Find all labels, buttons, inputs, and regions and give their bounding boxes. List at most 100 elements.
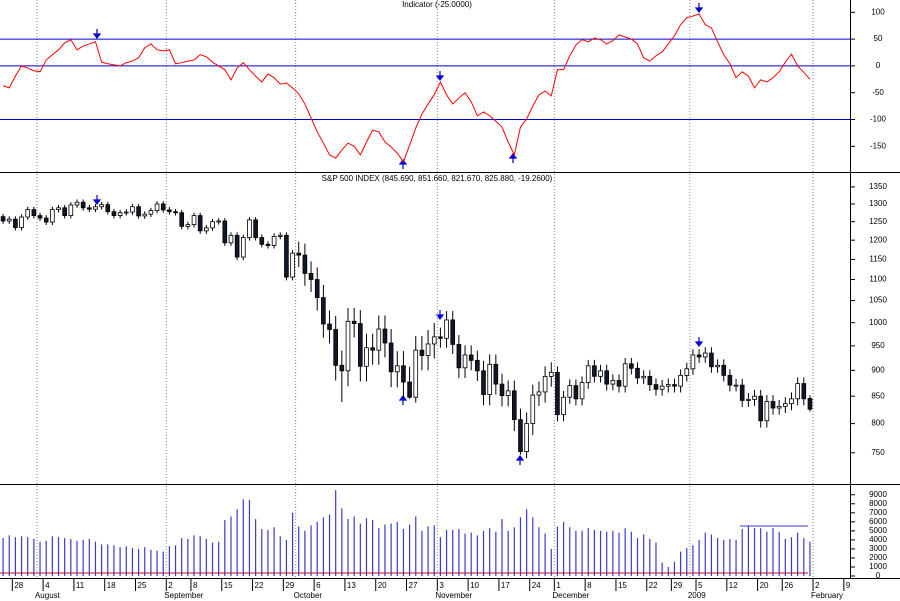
candle-body xyxy=(555,371,560,416)
candle-body xyxy=(493,363,499,385)
candle-body xyxy=(462,354,468,369)
candle-body xyxy=(167,209,172,213)
signal-arrows xyxy=(92,3,704,465)
candle-body xyxy=(690,354,696,370)
candle-body xyxy=(370,347,375,351)
candle-body xyxy=(696,354,702,358)
candle-body xyxy=(647,375,653,386)
y-tick-label: 0 xyxy=(876,61,881,70)
candle-body xyxy=(419,349,425,356)
candle-body xyxy=(518,419,523,452)
candle-body xyxy=(801,383,807,400)
candle-body xyxy=(265,243,271,246)
sell-arrow xyxy=(435,310,445,320)
candle-body xyxy=(185,224,191,227)
candle-body xyxy=(456,344,462,369)
month-label: September xyxy=(164,591,203,600)
x-tick-label: 26 xyxy=(784,581,793,590)
y-tick-label: 0 xyxy=(876,571,881,580)
y-tick-label: 6000 xyxy=(869,517,887,526)
candle-body xyxy=(573,385,579,400)
candle-body xyxy=(438,336,443,339)
candle-body xyxy=(339,364,345,372)
candle-body xyxy=(382,328,388,344)
candle-body xyxy=(585,365,591,383)
x-tick-label: 6 xyxy=(316,581,321,590)
x-tick-label: 11 xyxy=(76,581,85,590)
candle-body xyxy=(444,319,449,339)
candle-body xyxy=(795,383,800,400)
candle-body xyxy=(616,380,622,387)
candle-body xyxy=(160,203,166,211)
x-tick-label: 29 xyxy=(673,581,682,590)
x-tick-label: 22 xyxy=(255,581,264,590)
candle-body xyxy=(148,210,154,215)
candle-body xyxy=(62,207,67,216)
candle-body xyxy=(407,381,412,398)
candle-body xyxy=(684,368,690,376)
candle-body xyxy=(481,370,486,395)
candle-body xyxy=(739,384,745,401)
candle-body xyxy=(789,398,794,405)
candle-body xyxy=(111,211,117,216)
candle-body xyxy=(536,391,542,396)
candle-body xyxy=(542,375,548,393)
y-tick-label: 1000 xyxy=(869,318,887,327)
candle-body xyxy=(592,365,597,377)
month-label: October xyxy=(294,591,323,600)
candle-body xyxy=(99,204,104,208)
candle-body xyxy=(80,201,86,209)
candle-body xyxy=(308,273,314,280)
x-tick-label: 15 xyxy=(224,581,233,590)
candle-body xyxy=(6,218,12,222)
x-tick-label: 15 xyxy=(618,581,627,590)
month-label: 2009 xyxy=(688,591,706,600)
y-tick-label: 2000 xyxy=(869,553,887,562)
candle-body xyxy=(394,365,400,373)
candle-body xyxy=(468,354,474,361)
y-tick-label: 100 xyxy=(871,7,885,16)
candle-body xyxy=(764,401,770,422)
x-tick-label: 2 xyxy=(815,581,820,590)
candle-body xyxy=(598,370,603,377)
candle-body xyxy=(358,323,363,367)
y-tick-label: 800 xyxy=(871,419,885,428)
candle-body xyxy=(136,206,141,217)
sell-arrow xyxy=(92,29,102,39)
candle-body xyxy=(37,215,43,219)
candle-body xyxy=(191,215,197,226)
candle-body xyxy=(222,220,228,244)
candle-body xyxy=(376,328,382,351)
candle-body xyxy=(50,209,55,223)
y-tick-label: 1300 xyxy=(869,199,887,208)
candle-body xyxy=(271,236,277,246)
y-tick-label: 850 xyxy=(871,391,885,400)
candle-body xyxy=(548,371,554,377)
y-tick-label: -150 xyxy=(870,141,887,150)
candle-body xyxy=(173,211,178,214)
candle-body xyxy=(401,365,406,383)
candle-body xyxy=(327,323,332,330)
buy-arrow xyxy=(398,159,408,169)
candle-body xyxy=(579,382,585,400)
candle-body xyxy=(770,401,776,409)
candle-body xyxy=(746,398,751,401)
x-tick-label: 12 xyxy=(729,581,738,590)
candle-body xyxy=(247,219,252,238)
candle-body xyxy=(665,384,671,387)
candle-body xyxy=(678,374,683,387)
y-tick-label: 8000 xyxy=(869,499,887,508)
panel-title: S&P 500 INDEX (845.690, 851.660, 821.670… xyxy=(322,174,553,183)
candle-body xyxy=(431,336,437,345)
candle-body xyxy=(709,352,714,368)
candle-body xyxy=(296,252,302,256)
month-label: December xyxy=(552,591,589,600)
candle-body xyxy=(204,227,209,232)
x-tick-label: 8 xyxy=(587,581,592,590)
y-tick-label: 1350 xyxy=(869,182,887,191)
candle-body xyxy=(653,384,659,390)
candle-body xyxy=(31,209,37,216)
candle-body xyxy=(641,375,646,379)
candle-body xyxy=(130,206,135,213)
